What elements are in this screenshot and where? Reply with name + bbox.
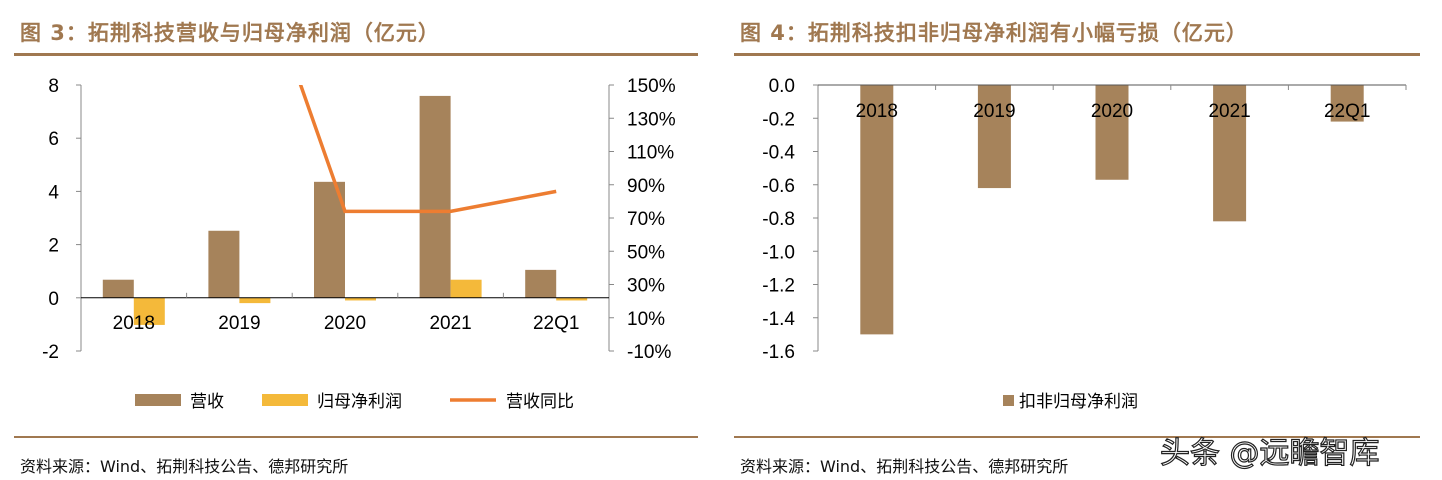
left-figure-title: 图 3：拓荆科技营收与归母净利润（亿元） (20, 21, 440, 45)
net-profit-bar (239, 297, 271, 304)
x-tick-label: 2018 (856, 101, 898, 122)
net-profit-bar (556, 297, 588, 301)
left-source: 资料来源：Wind、拓荆科技公告、德邦研究所 (20, 457, 349, 476)
legend-growth-label: 营收同比 (506, 392, 574, 412)
x-tick-label: 2021 (1208, 101, 1250, 122)
legend-label: 扣非归母净利润 (1019, 392, 1138, 412)
x-tick-label: 2020 (324, 313, 366, 334)
y2-tick-label: 90% (627, 176, 665, 197)
x-tick-label: 2021 (429, 313, 471, 334)
deducted-net-profit-bar (860, 85, 894, 335)
left-source-rule (14, 436, 698, 438)
x-tick-label: 22Q1 (1324, 101, 1370, 122)
left-chart: -2 0 2 4 6 8 -10% 10% 30% 50% 70% 90% 110% 130% 150% 20… (42, 76, 676, 412)
y2-tick-label: 110% (627, 143, 674, 164)
y2-tick-label: 70% (627, 209, 665, 230)
y2-tick-label: 50% (627, 242, 665, 263)
legend-revenue-swatch (135, 394, 181, 406)
y-tick-label: 4 (48, 182, 59, 203)
y-tick-label: -0.6 (762, 176, 795, 197)
x-tick-label: 2019 (973, 101, 1015, 122)
y-tick-label: -1.4 (762, 309, 795, 330)
revenue-bar (208, 230, 240, 298)
legend-net-profit-label: 归母净利润 (317, 392, 402, 412)
deducted-net-profit-bar (977, 85, 1011, 189)
x-tick-label: 2018 (113, 313, 155, 334)
y-tick-label: -1.2 (762, 276, 795, 297)
revenue-bar (419, 95, 451, 298)
right-source-rule (734, 436, 1420, 438)
y2-tick-label: 10% (627, 309, 665, 330)
y-tick-label: 6 (48, 129, 59, 150)
y-tick-label: -2 (42, 342, 59, 363)
y-tick-label: 0 (48, 289, 59, 310)
revenue-bar (102, 279, 134, 298)
right-figure-title: 图 4：拓荆科技扣非归母净利润有小幅亏损（亿元） (740, 21, 1248, 45)
watermark: 头条 @远瞻智库 (1159, 435, 1380, 471)
growth-line (298, 85, 557, 214)
x-tick-label: 2020 (1091, 101, 1133, 122)
x-tick-label: 2019 (218, 313, 260, 334)
revenue-bar (525, 269, 557, 298)
right-source: 资料来源：Wind、拓荆科技公告、德邦研究所 (740, 457, 1069, 476)
y-tick-label: -1.0 (762, 242, 795, 263)
y-tick-label: -0.2 (762, 109, 795, 130)
deducted-net-profit-bar (1213, 85, 1247, 222)
net-profit-bar (345, 297, 376, 301)
y2-tick-label: 30% (627, 276, 665, 297)
legend-swatch (1003, 395, 1014, 406)
deducted-net-profit-bar (1330, 85, 1364, 122)
y-tick-label: 8 (48, 76, 59, 97)
y-tick-label: 0.0 (769, 76, 795, 97)
x-tick-label: 22Q1 (533, 313, 579, 334)
y-tick-label: -0.4 (762, 143, 795, 164)
y-tick-label: -0.8 (762, 209, 795, 230)
net-profit-bar (133, 297, 165, 325)
y2-tick-label: 130% (627, 109, 676, 130)
y2-tick-label: 150% (627, 76, 676, 97)
legend-net-profit-swatch (262, 394, 308, 406)
left-title-rule (14, 53, 698, 56)
y-tick-label: -1.6 (762, 342, 795, 363)
y-tick-label: 2 (48, 236, 59, 257)
right-title-rule (734, 53, 1420, 56)
y2-tick-label: -10% (627, 342, 671, 363)
net-profit-bar (450, 279, 482, 298)
legend-revenue-label: 营收 (190, 392, 224, 412)
deducted-net-profit-bar (1095, 85, 1129, 180)
